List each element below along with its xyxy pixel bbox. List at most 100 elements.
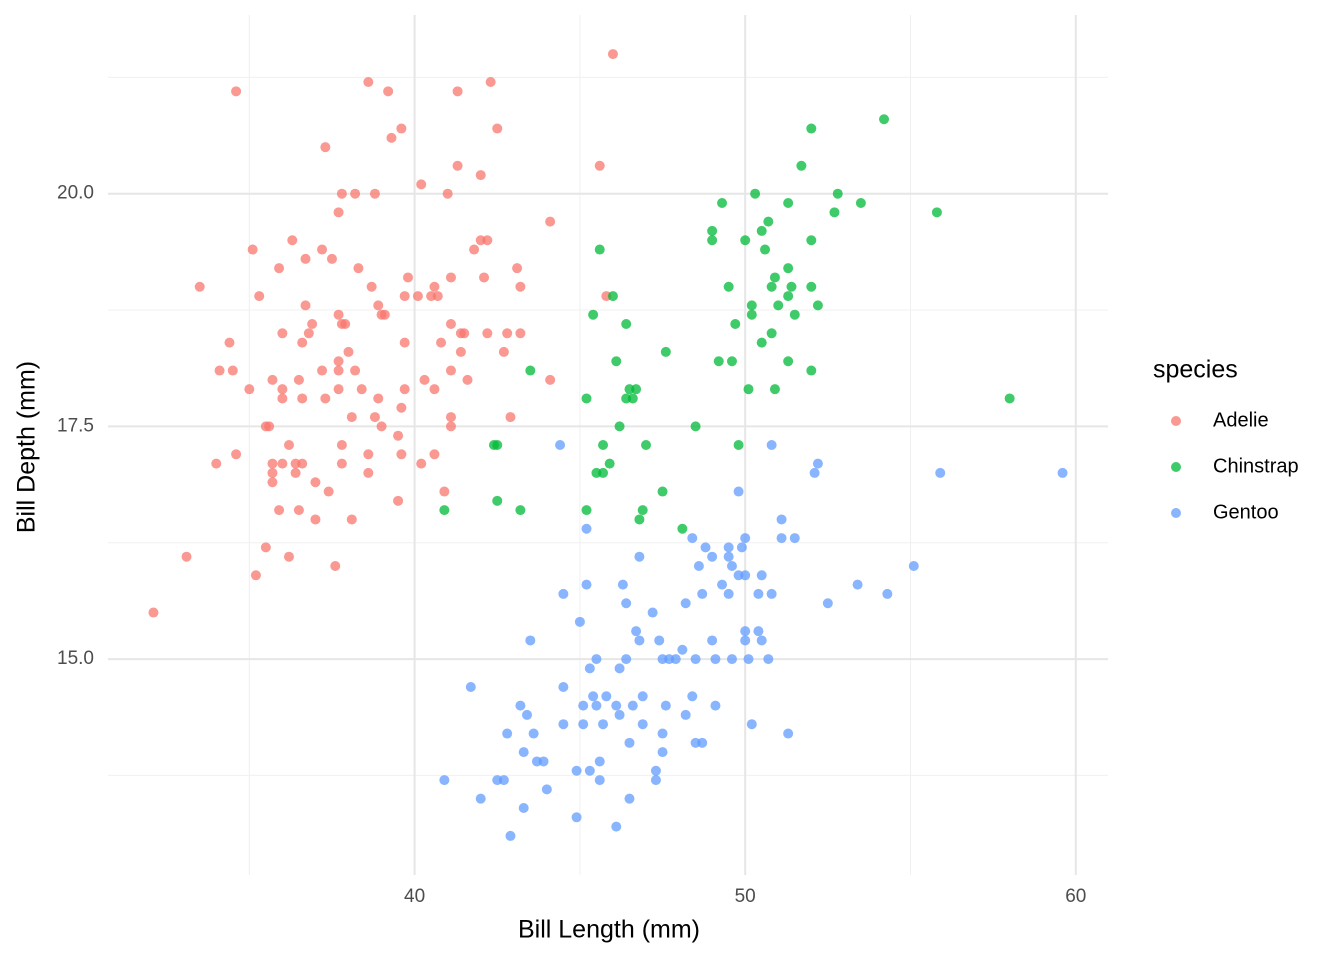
point: [498, 775, 509, 786]
point: [346, 412, 357, 423]
point: [766, 281, 777, 292]
point: [931, 207, 942, 218]
point: [515, 700, 526, 711]
point: [611, 821, 622, 832]
point: [502, 728, 513, 739]
point: [733, 440, 744, 450]
point: [852, 579, 863, 590]
point: [300, 300, 311, 311]
point: [621, 654, 632, 665]
point: [300, 253, 311, 264]
point: [393, 495, 404, 506]
point: [591, 654, 602, 665]
point: [614, 663, 625, 674]
point: [250, 570, 261, 581]
point: [416, 458, 427, 469]
series: [439, 114, 1015, 534]
point: [419, 374, 430, 385]
legend-marker: [1171, 462, 1181, 472]
point: [723, 551, 734, 562]
point: [264, 421, 275, 432]
point: [571, 812, 582, 823]
point: [403, 272, 413, 283]
point: [726, 356, 737, 367]
legend-marker: [1171, 416, 1181, 426]
point: [290, 467, 301, 478]
point: [855, 198, 866, 209]
point: [680, 709, 691, 720]
point: [769, 384, 780, 395]
point: [723, 542, 734, 553]
point: [452, 86, 463, 97]
point: [733, 486, 744, 497]
point: [515, 505, 526, 516]
point: [730, 319, 741, 330]
point: [627, 393, 638, 404]
point: [297, 337, 308, 348]
point: [369, 412, 380, 423]
point: [445, 421, 456, 432]
point: [1057, 467, 1068, 478]
point: [333, 356, 344, 367]
point: [829, 207, 840, 218]
point: [307, 319, 318, 330]
point: [796, 160, 807, 171]
point: [614, 421, 625, 432]
point: [677, 523, 688, 534]
point: [783, 291, 794, 302]
point: [333, 309, 344, 320]
point: [336, 188, 347, 199]
point: [660, 346, 671, 357]
point: [353, 263, 364, 274]
point: [726, 654, 737, 665]
point: [350, 188, 361, 199]
point: [631, 626, 642, 637]
point: [505, 830, 516, 841]
point: [445, 319, 456, 330]
point: [293, 374, 304, 385]
point: [274, 505, 285, 516]
point: [254, 291, 265, 302]
point: [657, 728, 668, 739]
point: [541, 784, 552, 795]
point: [581, 505, 592, 516]
point: [598, 467, 609, 478]
point: [293, 505, 304, 516]
point: [634, 514, 645, 525]
point: [297, 458, 308, 469]
point: [181, 551, 192, 562]
point: [399, 291, 410, 302]
point: [475, 170, 486, 181]
point: [297, 393, 308, 404]
point: [660, 700, 671, 711]
point: [700, 542, 711, 553]
point: [429, 281, 440, 292]
point: [445, 272, 456, 283]
point: [637, 719, 648, 730]
x-tick-label: 60: [1065, 886, 1086, 907]
point: [594, 775, 605, 786]
point: [452, 160, 463, 171]
point: [746, 300, 757, 311]
point: [832, 188, 843, 199]
point: [485, 77, 496, 88]
point: [283, 551, 294, 562]
point: [783, 728, 794, 739]
point: [697, 588, 708, 599]
point: [260, 542, 271, 553]
point: [769, 272, 780, 283]
point: [657, 486, 668, 497]
point: [148, 607, 159, 618]
point: [317, 244, 328, 255]
point: [753, 588, 764, 599]
point: [277, 393, 288, 404]
point: [333, 207, 344, 218]
point: [366, 281, 377, 292]
point: [475, 793, 486, 804]
point: [707, 225, 718, 236]
point: [783, 198, 794, 209]
point: [336, 458, 347, 469]
point: [386, 132, 397, 143]
point: [740, 533, 751, 544]
point: [690, 654, 701, 665]
